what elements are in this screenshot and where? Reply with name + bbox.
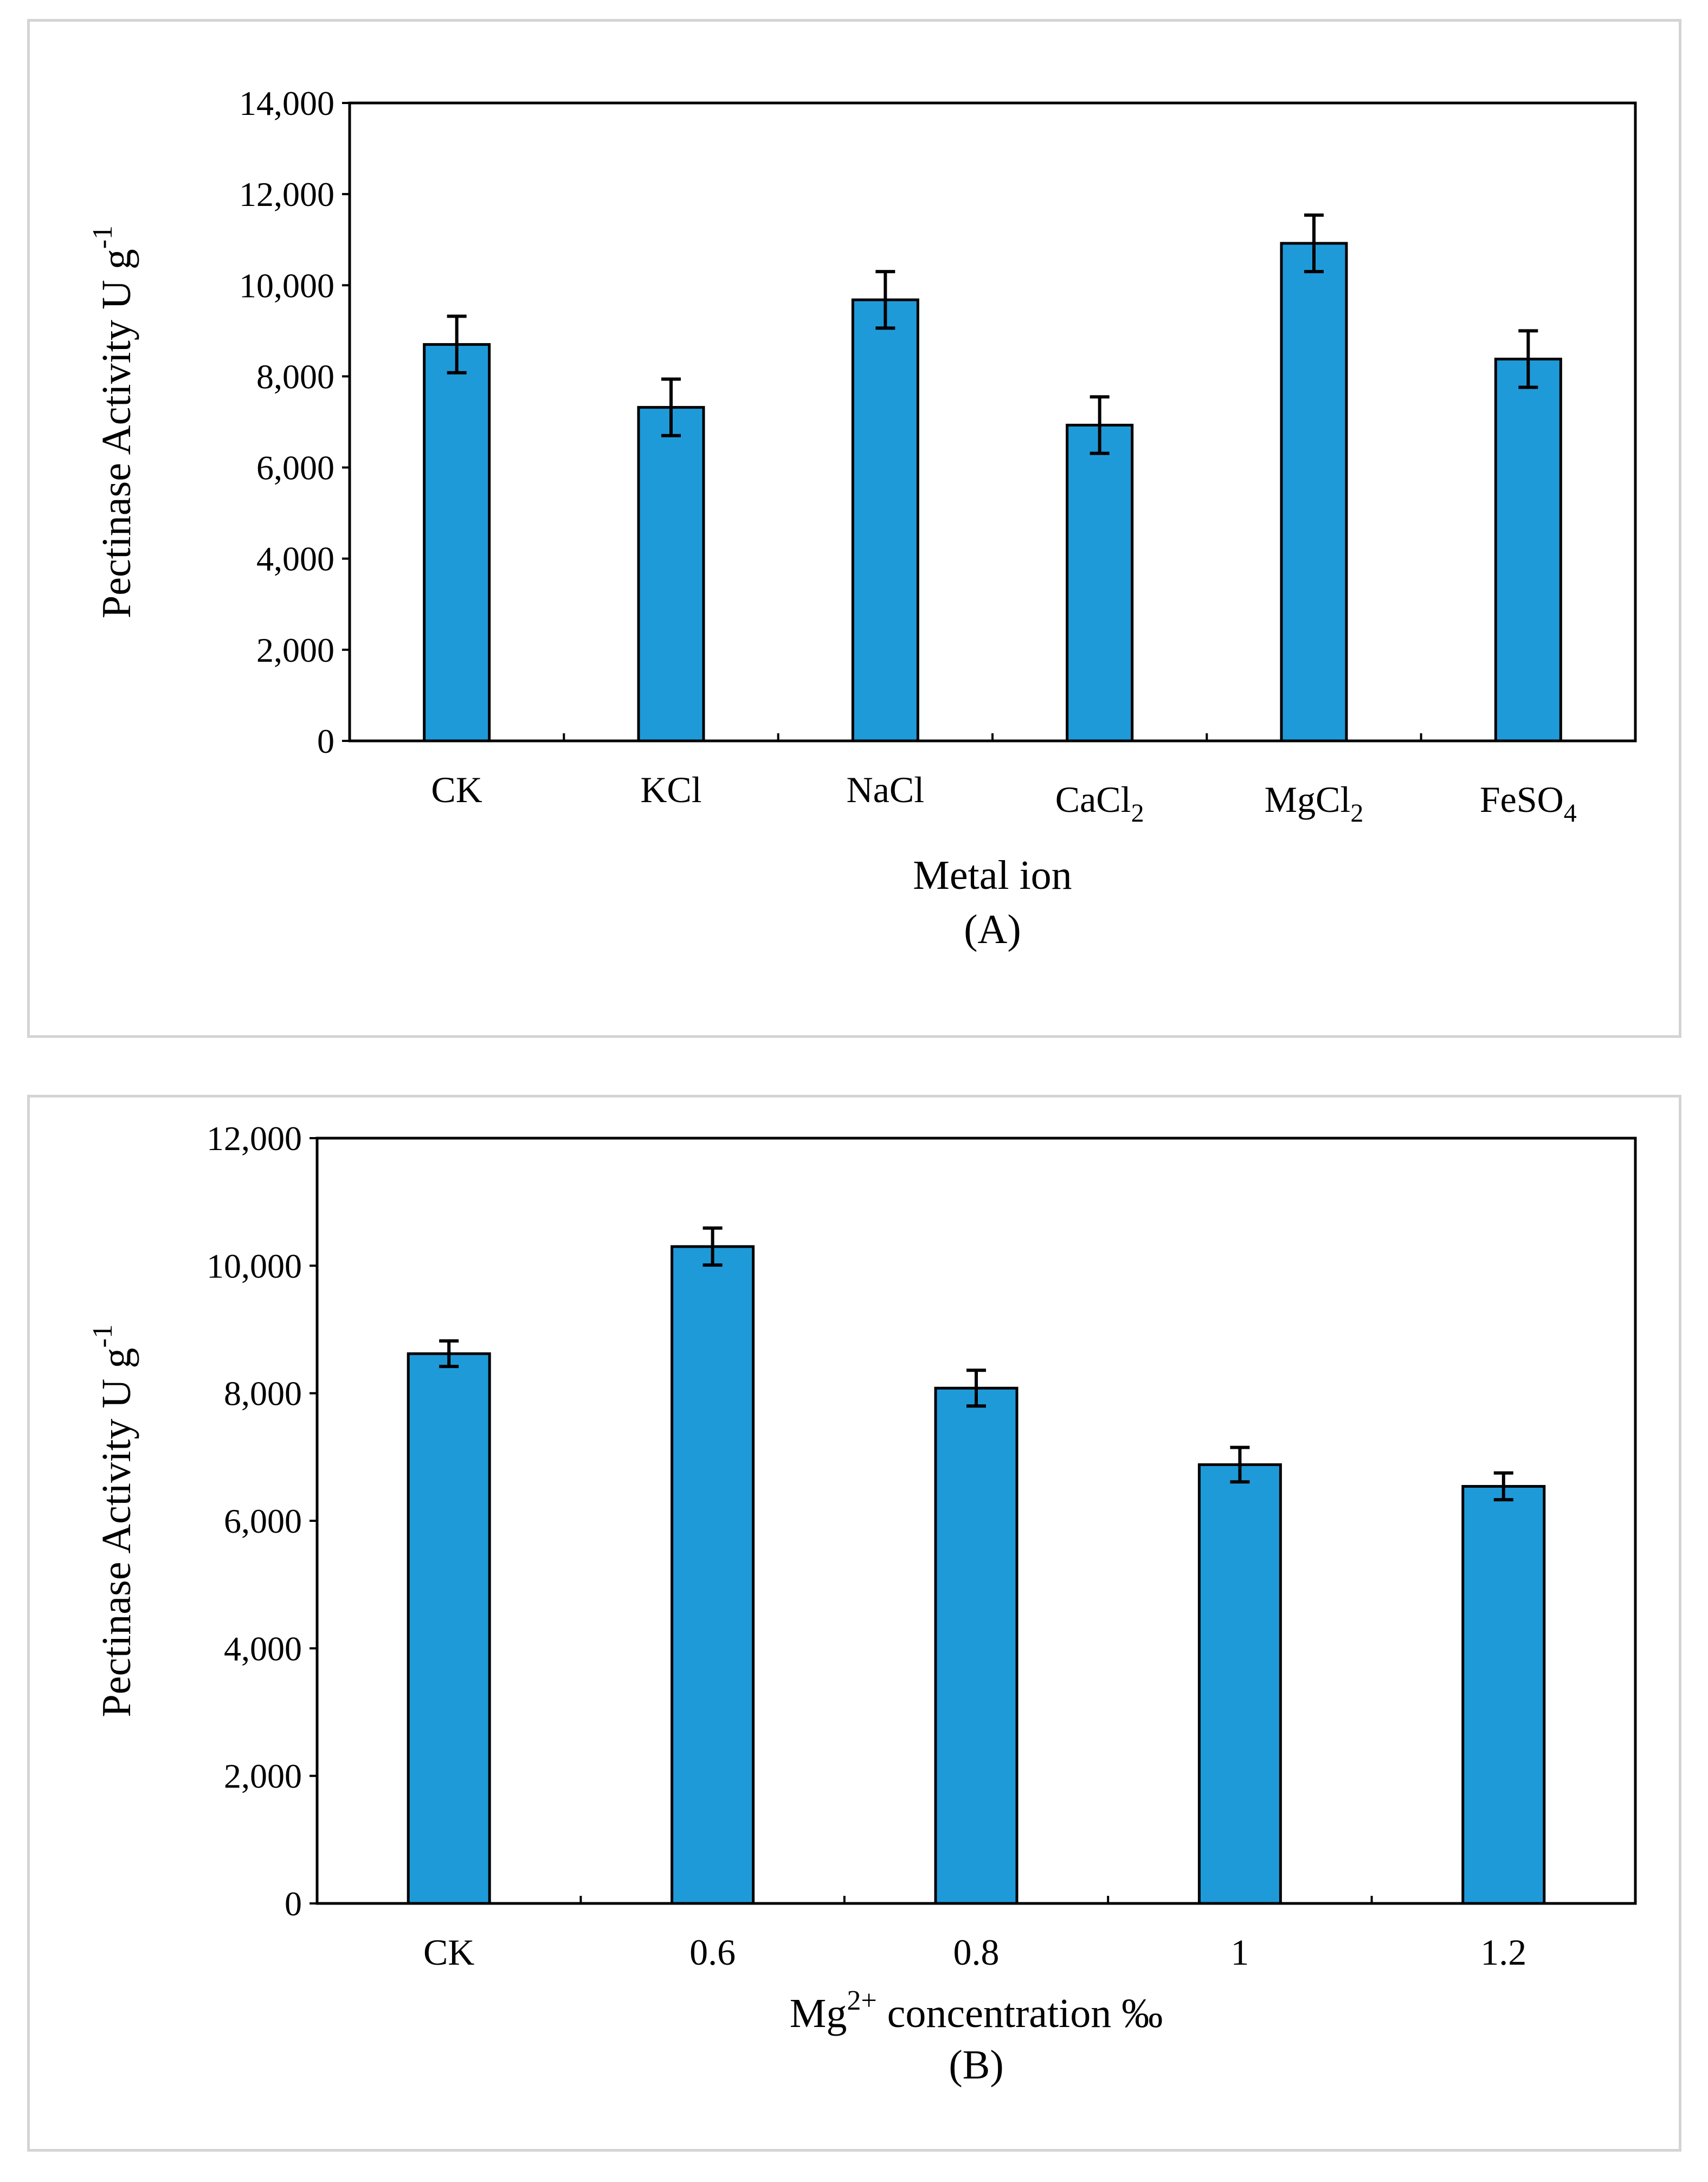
y-tick-label: 0 (317, 722, 334, 760)
plot-area-frame (348, 101, 1637, 743)
chart-b: 0 2,000 4,000 6,000 8,000 10,000 12,000 CK 0.6 0.… (87, 1119, 1637, 2088)
y-axis-title: Pectinase Activity U g-1 (87, 225, 139, 618)
x-category-label: NaCl (847, 769, 925, 810)
x-category-label: MgCl2 (1265, 779, 1364, 828)
y-tick-label: 12,000 (239, 175, 334, 214)
x-category-label: 0.8 (953, 1932, 1000, 1973)
y-tick-label: 8,000 (256, 357, 334, 396)
bar-nacl (851, 298, 919, 743)
bar-06 (671, 1245, 755, 1905)
x-category-label: 1 (1230, 1932, 1249, 1973)
y-tick-label: 2,000 (224, 1757, 302, 1796)
bar-12 (1461, 1484, 1546, 1905)
y-tick-label: 10,000 (207, 1247, 302, 1285)
x-category-label: 1.2 (1480, 1932, 1526, 1973)
y-tick-label: 0 (285, 1884, 302, 1923)
y-tick-label: 6,000 (224, 1502, 302, 1540)
chart-panel-a: 0 2,000 4,000 6,000 8,000 10,000 12,000 14,000 C… (27, 19, 1681, 1038)
bar-08 (934, 1386, 1019, 1905)
y-tick-label: 4,000 (256, 540, 334, 578)
y-tick-label: 10,000 (239, 266, 334, 305)
bar-ck (407, 1352, 491, 1905)
y-tick-label: 6,000 (256, 449, 334, 487)
bar-mgcl (1280, 242, 1348, 743)
chart-panel-b: 0 2,000 4,000 6,000 8,000 10,000 12,000 CK 0.6 0.… (27, 1095, 1681, 2152)
y-tick-label: 14,000 (239, 84, 334, 122)
panel-caption: (A) (964, 907, 1021, 952)
panel-caption: (B) (949, 2042, 1003, 2088)
y-tick-label: 8,000 (224, 1374, 302, 1413)
bar-ck (423, 343, 491, 743)
x-category-label: CK (431, 769, 482, 810)
bar-cacl (1066, 423, 1134, 743)
x-category-label: CK (423, 1932, 474, 1973)
x-axis-title: Metal ion (913, 853, 1072, 898)
x-category-label: FeSO4 (1480, 779, 1577, 828)
y-tick-label: 2,000 (256, 631, 334, 669)
x-axis-title: Mg2+ concentration ‰ (790, 1985, 1163, 2036)
chart-a: 0 2,000 4,000 6,000 8,000 10,000 12,000 14,000 C… (87, 84, 1637, 952)
bar-1 (1197, 1463, 1282, 1905)
x-category-label: CaCl2 (1055, 779, 1144, 828)
x-category-label: KCl (640, 769, 701, 810)
y-tick-label: 12,000 (207, 1119, 302, 1158)
x-category-label: 0.6 (689, 1932, 736, 1973)
y-tick-label: 4,000 (224, 1629, 302, 1668)
y-axis-title: Pectinase Activity U g-1 (87, 1324, 139, 1717)
bar-feso (1494, 357, 1562, 743)
bar-kcl (637, 406, 705, 743)
